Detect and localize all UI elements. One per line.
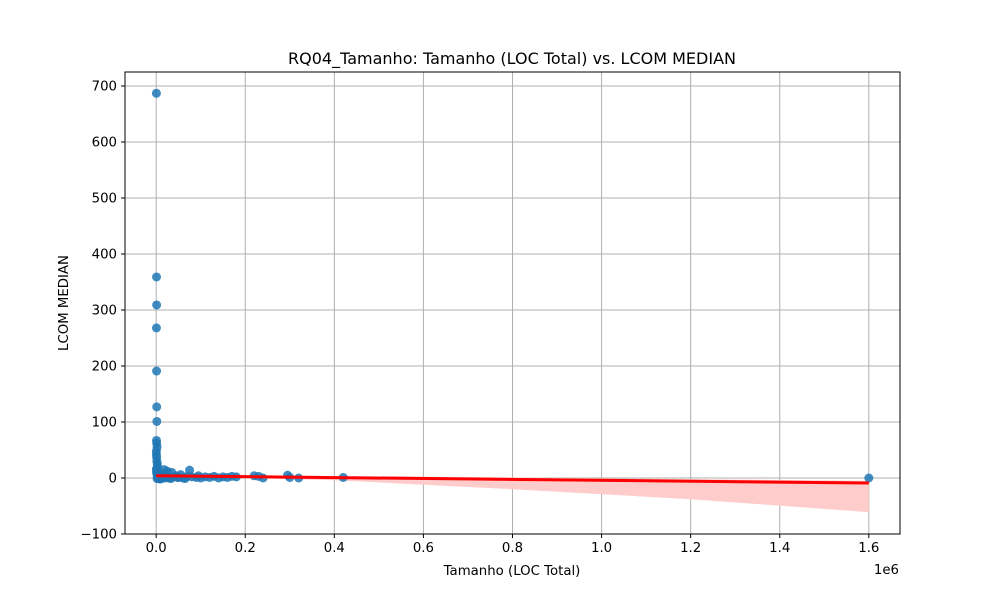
y-axis-label: LCOM MEDIAN <box>57 255 72 351</box>
y-tick-label: 200 <box>92 360 117 375</box>
y-tick-label: 700 <box>92 80 117 95</box>
data-point <box>151 88 161 98</box>
y-tick-label: 600 <box>92 136 117 151</box>
y-tick-label: 0 <box>109 472 117 487</box>
data-point <box>152 366 162 376</box>
data-point <box>151 323 161 333</box>
x-axis-scale-label: 1e6 <box>874 563 899 578</box>
data-point <box>152 402 162 412</box>
x-tick-label: 1.2 <box>680 541 701 556</box>
y-tick-label: −100 <box>80 528 117 543</box>
x-tick-label: 1.4 <box>769 541 790 556</box>
x-tick-label: 0.6 <box>413 541 434 556</box>
data-point <box>152 272 162 282</box>
confidence-band <box>156 474 869 513</box>
data-point <box>864 473 874 483</box>
chart-title: RQ04_Tamanho: Tamanho (LOC Total) vs. LC… <box>288 49 736 69</box>
y-tick-label: 300 <box>92 304 117 319</box>
data-point <box>152 300 162 310</box>
x-tick-label: 1.0 <box>591 541 612 556</box>
x-tick-label: 0.4 <box>324 541 345 556</box>
x-tick-label: 1.6 <box>858 541 879 556</box>
axis-ticks: 0.0 0.2 0.4 0.6 0.8 1.0 1.2 1.4 1.6 −100 0 100 200 30… <box>80 80 879 557</box>
regression-line <box>156 474 869 485</box>
regression-line-layer <box>156 474 869 485</box>
confidence-band-layer <box>156 474 869 513</box>
x-tick-label: 0.8 <box>502 541 523 556</box>
y-tick-label: 400 <box>92 248 117 263</box>
data-point <box>152 416 162 426</box>
x-axis-label: Tamanho (LOC Total) <box>443 564 581 579</box>
x-tick-label: 0.0 <box>146 541 167 556</box>
y-tick-label: 100 <box>92 416 117 431</box>
y-tick-label: 500 <box>92 192 117 207</box>
x-tick-label: 0.2 <box>235 541 256 556</box>
